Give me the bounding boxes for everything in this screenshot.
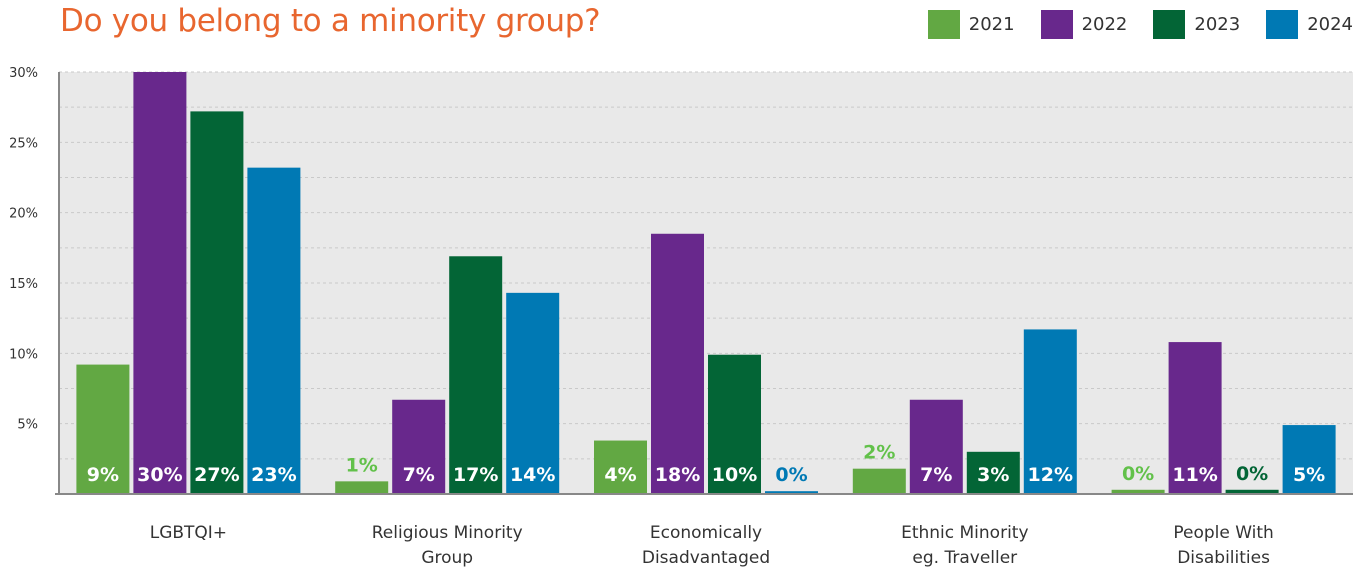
x-category-label: LGBTQI+	[150, 523, 227, 543]
data-label: 27%	[194, 464, 239, 486]
data-label: 12%	[1028, 464, 1073, 486]
bar-2024	[765, 491, 818, 493]
x-category-label: Group	[421, 548, 473, 568]
y-tick-label: 20%	[9, 207, 38, 222]
legend-swatch-2024	[1266, 10, 1299, 39]
x-category-label: People With	[1173, 523, 1273, 543]
bar-2022	[1168, 342, 1222, 493]
bar-2023	[966, 451, 1020, 493]
legend: 2021 2022 2023 2024	[927, 10, 1353, 39]
data-label: 0%	[1236, 463, 1268, 485]
data-label: 1%	[346, 454, 378, 476]
bar-2023	[708, 354, 761, 493]
data-label: 4%	[604, 464, 636, 486]
data-label: 18%	[655, 464, 700, 486]
bar-2024	[1282, 425, 1336, 493]
x-category-label: Disadvantaged	[642, 548, 770, 568]
data-label: 7%	[403, 464, 435, 486]
legend-item-2021: 2021	[927, 10, 1015, 39]
data-label: 14%	[510, 464, 555, 486]
legend-label-2023: 2023	[1194, 14, 1241, 35]
bar-2021	[1111, 489, 1165, 493]
legend-label-2021: 2021	[968, 14, 1015, 35]
data-label: 11%	[1172, 464, 1217, 486]
y-tick-label: 30%	[9, 66, 38, 81]
data-label: 7%	[920, 464, 952, 486]
bar-2023	[449, 256, 503, 493]
bar-2021	[76, 364, 130, 493]
data-label: 2%	[863, 442, 895, 464]
y-tick-label: 25%	[9, 136, 38, 151]
data-label: 0%	[775, 464, 807, 486]
legend-item-2024: 2024	[1266, 10, 1353, 39]
legend-item-2022: 2022	[1040, 10, 1128, 39]
bar-2024	[1023, 329, 1077, 493]
x-category-label: Religious Minority	[372, 523, 523, 543]
x-category-label: Economically	[650, 523, 762, 543]
bar-2021	[594, 440, 647, 493]
legend-label-2024: 2024	[1307, 14, 1353, 35]
bar-2021	[852, 468, 906, 493]
data-label: 0%	[1122, 463, 1154, 485]
y-tick-label: 10%	[9, 347, 38, 362]
x-category-label: Disabilities	[1177, 548, 1270, 568]
data-label: 3%	[977, 464, 1009, 486]
data-label: 30%	[137, 464, 182, 486]
bar-2024	[506, 292, 560, 493]
data-label: 9%	[87, 464, 119, 486]
legend-swatch-2022	[1040, 10, 1073, 39]
data-label: 23%	[251, 464, 296, 486]
bar-2021	[335, 481, 389, 493]
bar-2022	[133, 72, 187, 493]
legend-label-2022: 2022	[1081, 14, 1128, 35]
y-tick-label: 15%	[9, 277, 38, 292]
bar-2022	[651, 233, 704, 493]
chart-title: Do you belong to a minority group?	[60, 3, 601, 39]
x-category-label: eg. Traveller	[912, 548, 1017, 568]
y-tick-label: 5%	[17, 418, 38, 433]
legend-item-2023: 2023	[1153, 10, 1240, 39]
data-label: 10%	[712, 464, 757, 486]
bar-2022	[909, 399, 963, 493]
legend-swatch-2021	[927, 10, 960, 39]
x-category-label: Ethnic Minority	[901, 523, 1028, 543]
bar-2024	[247, 167, 301, 494]
bar-2023	[1225, 489, 1279, 493]
legend-swatch-2023	[1153, 10, 1186, 39]
data-label: 17%	[453, 464, 498, 486]
data-label: 5%	[1293, 464, 1325, 486]
bar-2023	[190, 111, 244, 494]
bar-2022	[392, 399, 446, 493]
